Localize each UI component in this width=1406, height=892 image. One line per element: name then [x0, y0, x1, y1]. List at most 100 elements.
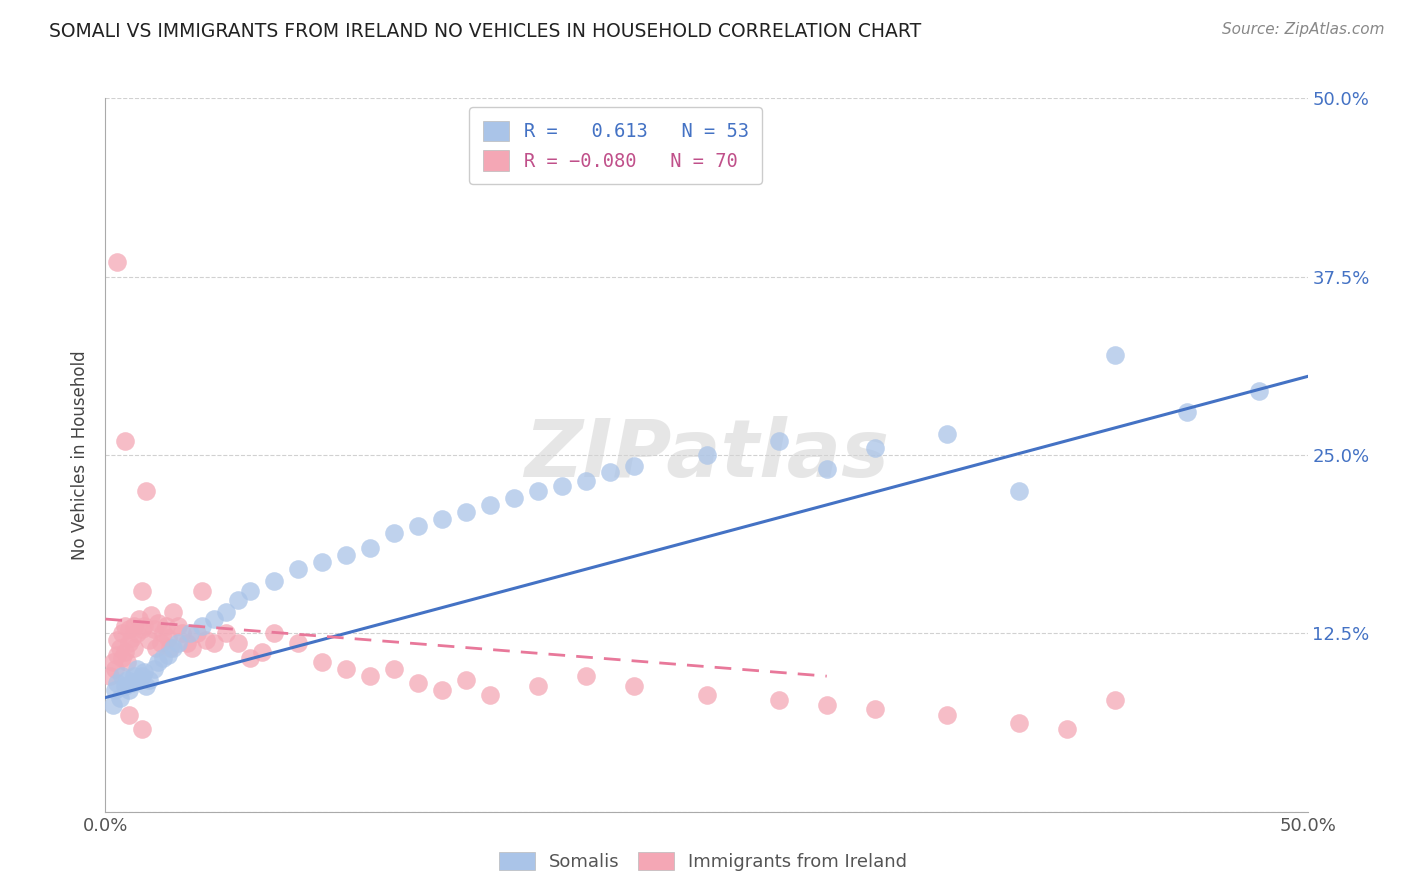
Point [98, 669, 121, 683]
Point [202, 612, 225, 626]
Point [162, 640, 184, 655]
Point [156, 648, 179, 662]
Point [138, 673, 160, 688]
Point [768, 693, 790, 707]
Point [108, 640, 131, 655]
Point [101, 655, 124, 669]
Point [162, 605, 184, 619]
Point [186, 626, 208, 640]
Text: ZIPatlas: ZIPatlas [524, 416, 889, 494]
Point [768, 434, 790, 448]
Point [172, 626, 194, 640]
Point [696, 448, 718, 462]
Point [125, 662, 148, 676]
Legend: Somalis, Immigrants from Ireland: Somalis, Immigrants from Ireland [491, 845, 915, 879]
Point [131, 583, 153, 598]
Point [1056, 722, 1078, 736]
Point [121, 631, 143, 645]
Point [815, 462, 838, 476]
Point [623, 459, 645, 474]
Y-axis label: No Vehicles in Household: No Vehicles in Household [72, 350, 90, 560]
Point [107, 255, 129, 269]
Point [406, 676, 429, 690]
Point [382, 662, 405, 676]
Point [108, 690, 131, 705]
Point [936, 426, 959, 441]
Point [107, 648, 129, 662]
Point [575, 669, 598, 683]
Point [142, 622, 165, 636]
Point [503, 491, 526, 505]
Point [226, 636, 249, 650]
Point [863, 441, 886, 455]
Legend: R =   0.613   N = 53, R = −0.080   N = 70: R = 0.613 N = 53, R = −0.080 N = 70 [470, 108, 762, 184]
Point [131, 622, 153, 636]
Point [115, 655, 138, 669]
Point [1104, 348, 1126, 362]
Point [138, 633, 160, 648]
Point [152, 626, 174, 640]
Point [114, 679, 136, 693]
Point [430, 512, 453, 526]
Point [1104, 693, 1126, 707]
Point [311, 555, 333, 569]
Point [250, 645, 273, 659]
Point [623, 679, 645, 693]
Point [599, 465, 621, 479]
Point [202, 636, 225, 650]
Point [128, 673, 150, 688]
Point [575, 474, 598, 488]
Point [863, 702, 886, 716]
Point [311, 655, 333, 669]
Point [131, 669, 153, 683]
Point [145, 640, 167, 655]
Point [190, 583, 212, 598]
Point [263, 574, 285, 588]
Point [135, 483, 157, 498]
Point [239, 583, 262, 598]
Text: Source: ZipAtlas.com: Source: ZipAtlas.com [1222, 22, 1385, 37]
Point [936, 707, 959, 722]
Text: SOMALI VS IMMIGRANTS FROM IRELAND NO VEHICLES IN HOUSEHOLD CORRELATION CHART: SOMALI VS IMMIGRANTS FROM IRELAND NO VEH… [49, 22, 921, 41]
Point [1008, 716, 1031, 731]
Point [1008, 483, 1031, 498]
Point [139, 607, 162, 622]
Point [118, 707, 141, 722]
Point [454, 673, 477, 688]
Point [287, 562, 309, 576]
Point [148, 616, 170, 631]
Point [190, 619, 212, 633]
Point [149, 636, 172, 650]
Point [107, 676, 129, 690]
Point [479, 498, 502, 512]
Point [176, 636, 198, 650]
Point [135, 679, 157, 693]
Point [142, 662, 165, 676]
Point [263, 626, 285, 640]
Point [132, 665, 155, 679]
Point [1249, 384, 1271, 398]
Point [214, 626, 236, 640]
Point [152, 650, 174, 665]
Point [111, 626, 134, 640]
Point [118, 683, 141, 698]
Point [118, 622, 141, 636]
Point [111, 650, 134, 665]
Point [527, 483, 550, 498]
Point [1175, 405, 1198, 419]
Point [124, 669, 146, 683]
Point [148, 655, 170, 669]
Point [335, 548, 357, 562]
Point [118, 636, 141, 650]
Point [159, 640, 181, 655]
Point [479, 688, 502, 702]
Point [696, 688, 718, 702]
Point [382, 526, 405, 541]
Point [155, 619, 177, 633]
Point [114, 434, 136, 448]
Point [287, 636, 309, 650]
Point [104, 662, 127, 676]
Point [239, 650, 262, 665]
Point [156, 631, 179, 645]
Point [114, 619, 136, 633]
